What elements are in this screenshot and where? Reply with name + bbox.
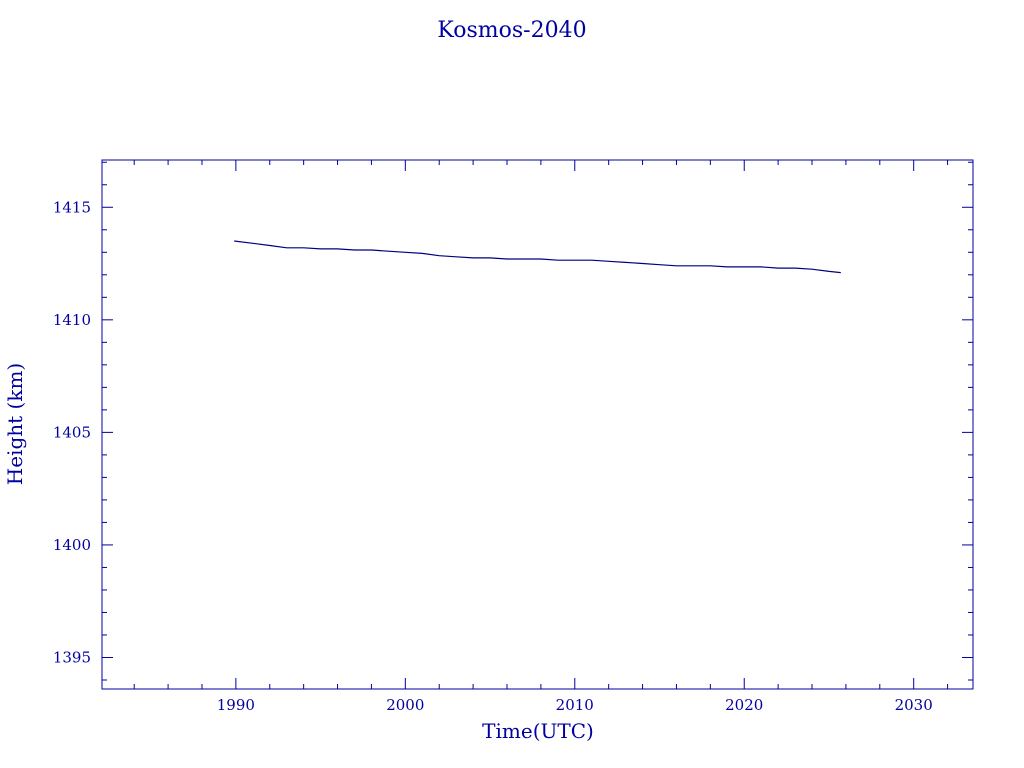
y-axis-label: Height (km) [3, 363, 27, 485]
x-tick-label: 2000 [386, 696, 424, 714]
plot-frame [101, 159, 974, 690]
y-tick-label: 1395 [53, 648, 91, 666]
x-tick-label: 2010 [556, 696, 594, 714]
x-tick-label: 1990 [217, 696, 255, 714]
y-tick-label: 1405 [53, 423, 91, 441]
x-axis-label: Time(UTC) [482, 719, 594, 743]
y-tick-label: 1410 [53, 311, 91, 329]
x-tick-label: 2030 [895, 696, 933, 714]
axis-ticks [102, 160, 973, 689]
chart-title: Kosmos-2040 [437, 18, 586, 43]
y-tick-label: 1415 [53, 198, 91, 216]
x-tick-label: 2020 [725, 696, 763, 714]
y-tick-label: 1400 [53, 536, 91, 554]
series-line [234, 240, 841, 274]
axis-tick-labels: 1990 2000 2010 2020 2030 1395 1400 1405 1410 1415 [53, 198, 933, 714]
